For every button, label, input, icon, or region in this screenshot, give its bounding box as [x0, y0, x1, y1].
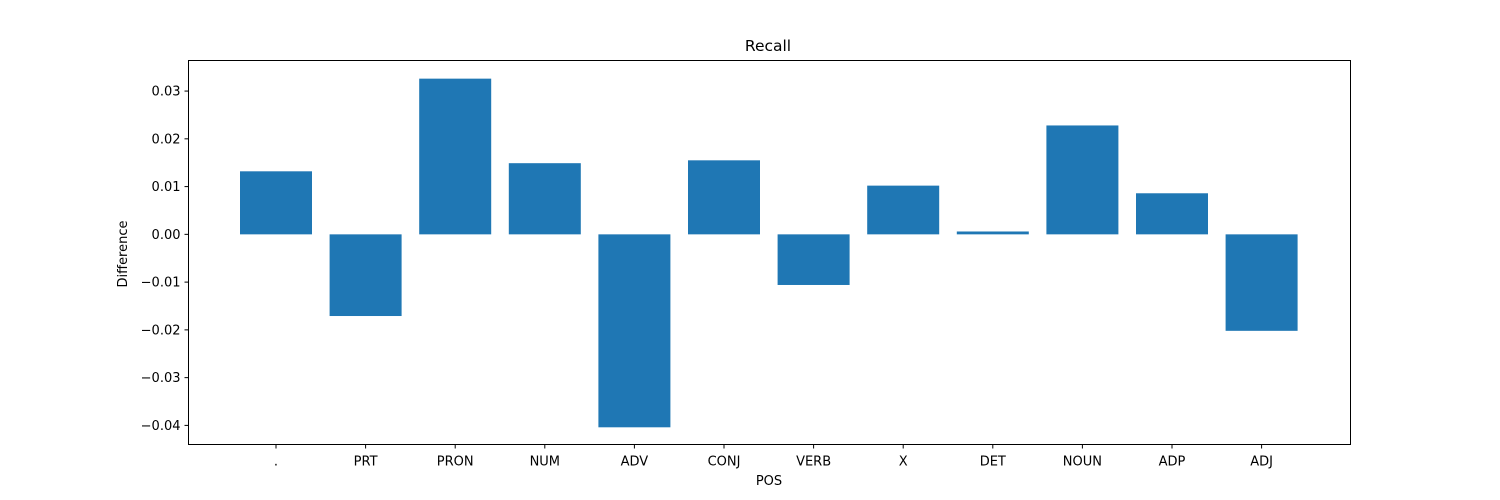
bar-verb [777, 234, 850, 285]
y-tick-label: 0.03 [152, 85, 181, 100]
bar-punct [240, 171, 312, 235]
y-tick-label: 0.02 [152, 132, 181, 147]
y-tick-label: 0.01 [152, 180, 181, 195]
y-axis: −0.04 −0.03 −0.02 −0.01 0.00 0.01 0.02 0.03 [141, 85, 189, 434]
bar-adv [598, 234, 671, 428]
chart-title: Recall [745, 37, 791, 55]
y-axis-label: Difference [116, 220, 131, 287]
y-tick-label: −0.01 [141, 276, 181, 291]
x-tick-label: . [274, 455, 278, 470]
bar-pron [419, 78, 492, 235]
bar-prt [329, 234, 402, 317]
x-tick-label: PRON [437, 455, 474, 470]
x-tick-label: PRT [354, 455, 378, 470]
x-tick-label: NOUN [1063, 455, 1102, 470]
bar-x [867, 185, 940, 235]
y-tick-label: −0.02 [141, 323, 181, 338]
y-tick-label: 0.00 [152, 228, 181, 243]
bar-noun [1046, 125, 1119, 235]
x-tick-label: VERB [796, 455, 831, 470]
x-axis-label: POS [756, 474, 782, 489]
x-tick-label: DET [980, 455, 1006, 470]
x-tick-label: ADV [621, 455, 649, 470]
bars-layer [240, 78, 1298, 428]
bar-num [508, 163, 581, 235]
y-tick-label: −0.03 [141, 371, 181, 386]
x-axis: . PRT PRON NUM ADV CONJ VERB X DET NOUN ADP ADJ [274, 444, 1273, 470]
bar-conj [688, 160, 760, 235]
bar-det [956, 231, 1029, 235]
plot-frame [188, 60, 1351, 445]
bar-adp [1136, 193, 1208, 235]
x-tick-label: NUM [530, 455, 560, 470]
y-tick-label: −0.04 [141, 419, 181, 434]
x-tick-label: ADP [1159, 455, 1186, 470]
x-tick-label: ADJ [1250, 455, 1273, 470]
x-tick-label: X [899, 455, 908, 470]
bar-adj [1225, 234, 1298, 331]
x-tick-label: CONJ [708, 455, 741, 470]
